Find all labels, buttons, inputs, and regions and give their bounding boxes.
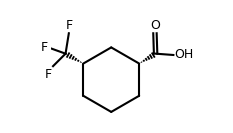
Text: F: F xyxy=(45,68,52,81)
Text: OH: OH xyxy=(175,49,194,61)
Text: F: F xyxy=(65,19,72,32)
Text: F: F xyxy=(40,41,48,54)
Text: O: O xyxy=(150,19,160,32)
